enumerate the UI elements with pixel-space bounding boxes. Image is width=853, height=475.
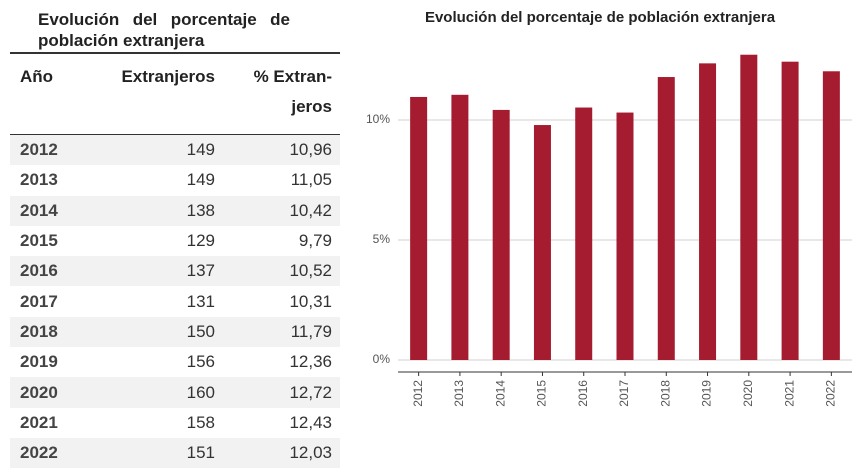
x-tick-label: 2021 [782,380,796,407]
x-tick-label: 2020 [741,380,755,407]
bar [533,125,551,360]
bar [822,71,840,360]
table-cell: 12,03 [289,443,332,463]
bar [657,77,675,360]
bar [616,112,634,360]
table-cell: 11,79 [290,321,332,341]
table-cell: 151 [186,443,215,463]
table-cell: 2015 [20,231,58,251]
table-cell: 12,36 [289,352,332,372]
table-cell: 2016 [20,261,58,281]
chart-title: Evolución del porcentaje de población ex… [425,9,776,26]
x-tick-label: 2016 [576,380,590,407]
table-row: 2012 149 10,96 [10,134,340,166]
table-cell: 137 [186,261,215,281]
header-cell: % Extran-jeros [215,53,340,135]
table-cell: 150 [186,321,215,341]
table-row: 2020 160 12,72 [10,377,340,408]
bar [410,96,428,361]
table-row: 2017 131 10,31 [10,286,340,316]
table-cell: 2017 [20,291,58,311]
table-cell: 12,43 [289,412,332,432]
table-cell: 160 [186,382,215,402]
bar [699,63,717,361]
x-tick-label: 2017 [617,380,631,407]
table-row: 2015 129 9,79 [10,226,340,256]
table-row: 2019 156 12,36 [10,347,340,377]
table-row: 2018 150 11,79 [10,316,340,348]
table-cell: 2019 [20,352,58,372]
table-cell: 2021 [20,412,58,432]
table-cell: 149 [186,170,215,190]
bar [575,107,593,361]
table-cell: 2013 [20,170,58,190]
table-row: 2016 137 10,52 [10,256,340,287]
table-row: 2014 138 10,42 [10,195,340,226]
y-tick-label: 0% [373,352,391,366]
table-cell: 131 [186,291,215,311]
table-cell: 10,31 [289,291,332,311]
table-cell: 129 [186,231,215,251]
header-text: % Extran-jeros [253,67,332,116]
table: Año Extranjeros % Extran-jeros 2012 149 10… [10,52,340,469]
data-table: Evolución del porcentaje de población ex… [10,0,340,469]
table-cell: 10,96 [289,140,332,160]
x-tick-label: 2015 [535,380,549,407]
header-row: Año Extranjeros % Extran-jeros [10,53,340,135]
table-cell: 2022 [20,443,58,463]
table-cell: 2020 [20,382,58,402]
table-title: Evolución del porcentaje de población ex… [38,10,290,50]
table-cell: 12,72 [289,382,332,402]
table-cell: 156 [186,352,215,372]
table-cell: 11,05 [290,170,332,190]
header-cell: Extranjeros [121,67,215,86]
x-tick-label: 2019 [700,380,714,407]
table-cell: 10,42 [289,200,332,220]
bar [492,109,510,360]
bar [451,94,469,361]
y-tick-label: 10% [366,112,390,126]
table-row: 2013 149 11,05 [10,165,340,195]
x-tick-label: 2014 [493,380,507,407]
bar [781,61,799,361]
table-cell: 10,52 [289,261,332,281]
x-tick-label: 2012 [411,380,425,407]
table-cell: 2012 [20,140,58,160]
table-row: 2022 151 12,03 [10,437,340,469]
y-tick-label: 5% [373,232,391,246]
table-row: 2021 158 12,43 [10,408,340,438]
table-cell: 2018 [20,321,58,341]
table-cell: 2014 [20,200,58,220]
header-cell: Año [20,67,54,86]
table-cell: 9,79 [298,231,332,251]
table-cell: 149 [186,140,215,160]
table-cell: 158 [186,412,215,432]
x-tick-label: 2018 [658,380,672,407]
x-tick-label: 2022 [824,380,838,407]
bar [740,54,758,360]
x-tick-label: 2013 [452,380,466,407]
table-cell: 138 [186,200,215,220]
